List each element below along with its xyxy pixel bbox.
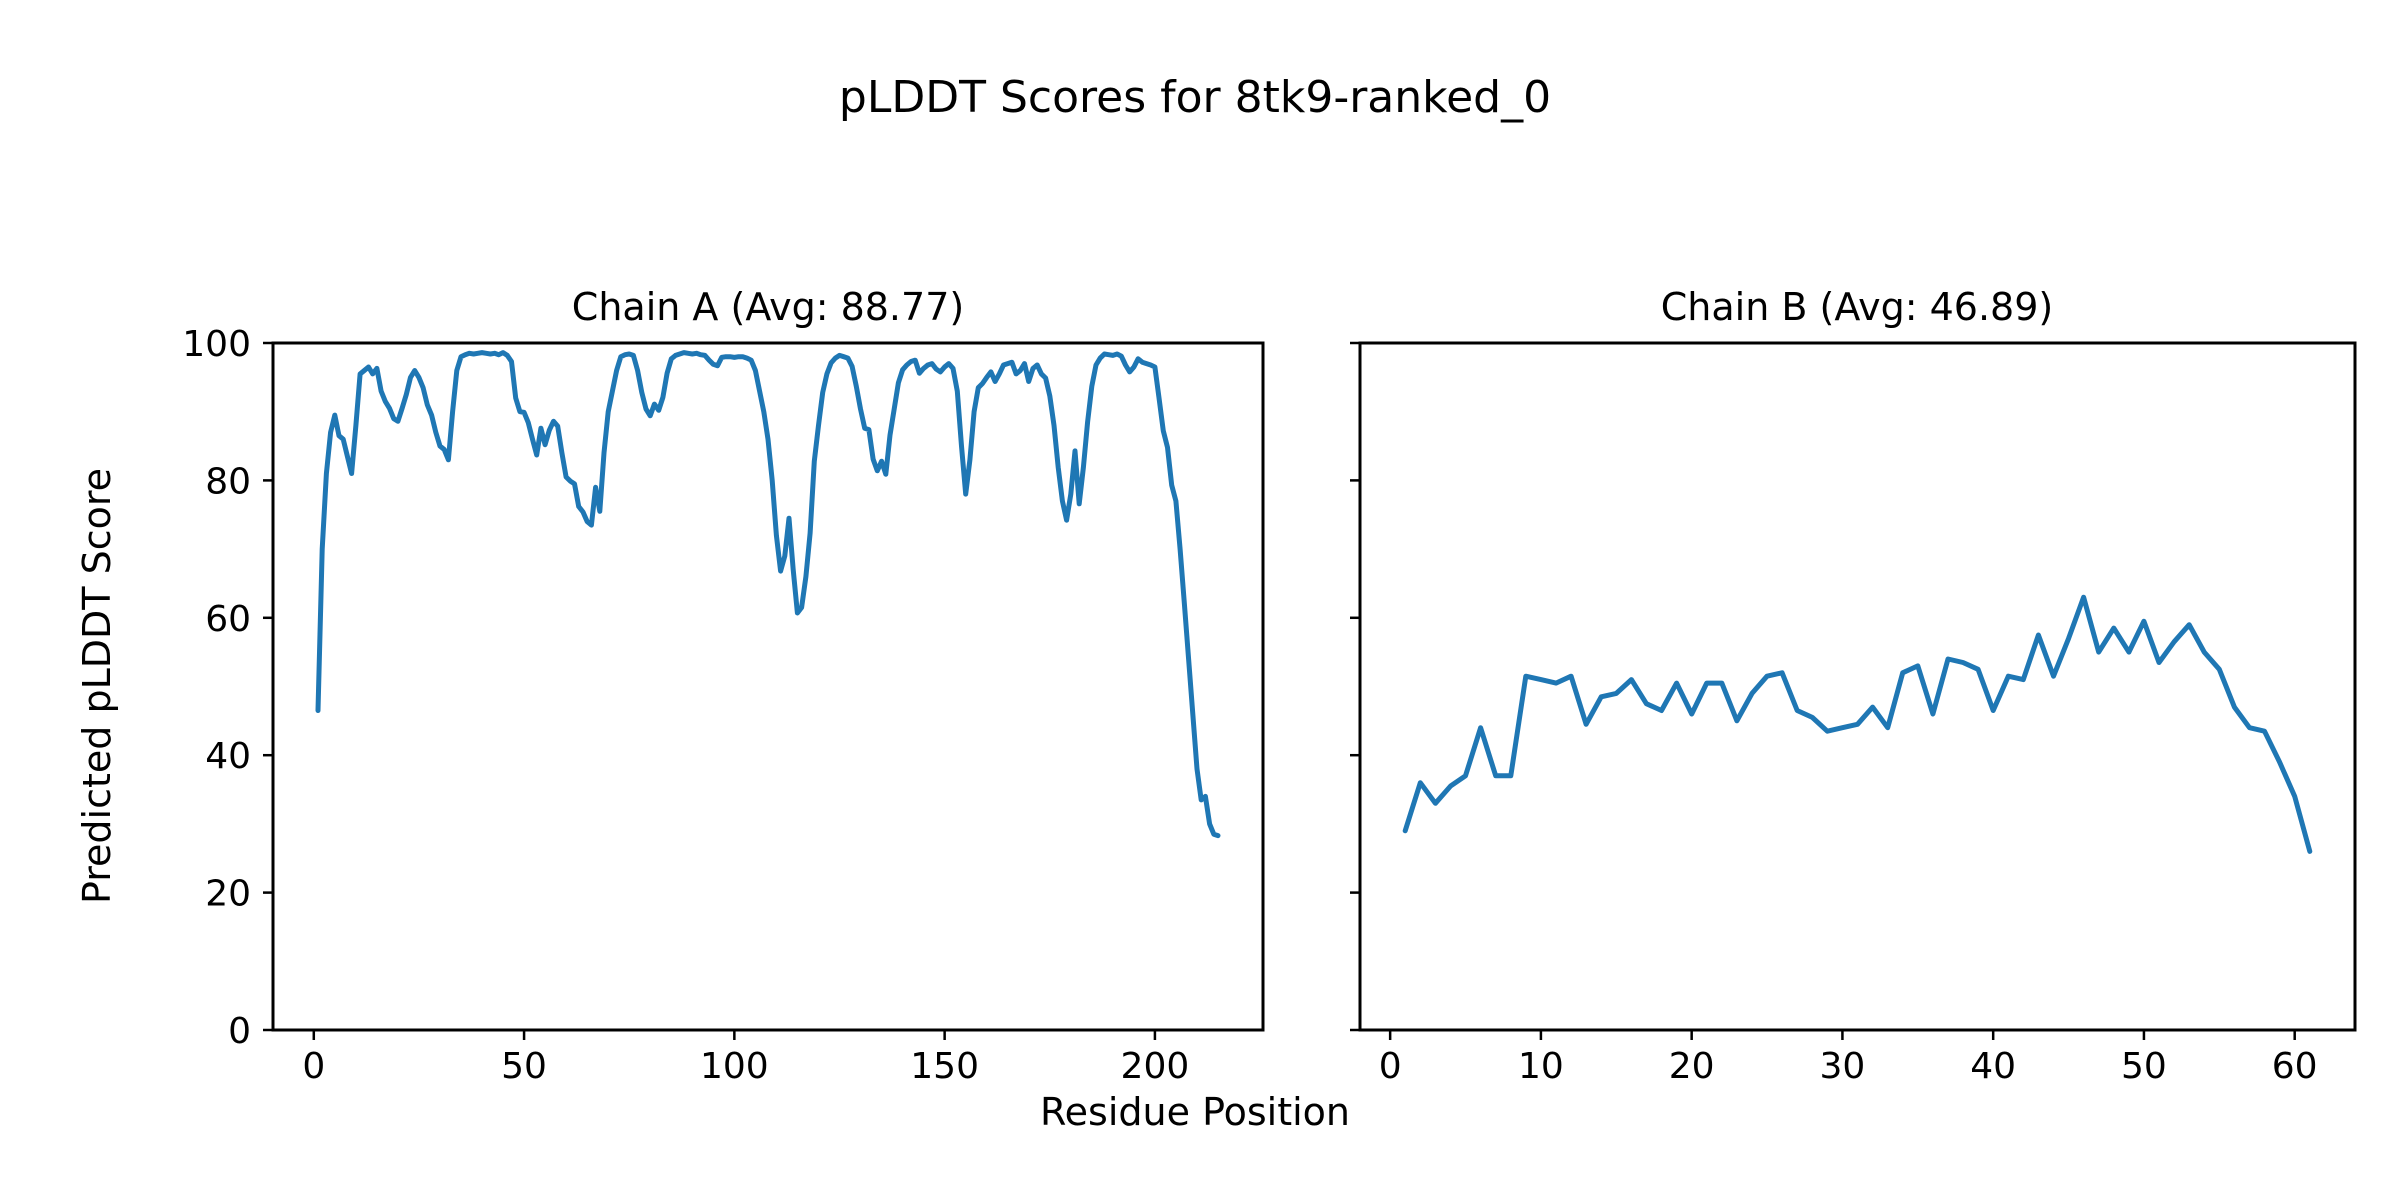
chain-b-x-tick-label: 50 bbox=[2121, 1046, 2167, 1087]
chain-a-subplot-title: Chain A (Avg: 88.77) bbox=[572, 285, 964, 329]
chain-b-x-tick-label: 40 bbox=[1970, 1046, 2016, 1087]
chain-b-subplot-title: Chain B (Avg: 46.89) bbox=[1661, 285, 2053, 329]
chain-a-x-tick-label: 200 bbox=[1121, 1046, 1190, 1087]
chain-a-y-tick-label: 20 bbox=[205, 874, 251, 915]
chain-b-axes-box bbox=[1358, 341, 2357, 1032]
chain-b-x-tick-label: 30 bbox=[1820, 1046, 1866, 1087]
chain-a-y-tick-label: 60 bbox=[205, 599, 251, 640]
chain-a-y-tick-label: 0 bbox=[228, 1011, 251, 1052]
chain-a-y-tick-label: 100 bbox=[182, 324, 251, 365]
chain-b-x-tick-label: 10 bbox=[1518, 1046, 1564, 1087]
chain-b-x-tick-label: 20 bbox=[1669, 1046, 1715, 1087]
chain-a-y-tick-label: 80 bbox=[205, 461, 251, 502]
chain-a-plddt-line bbox=[315, 350, 1221, 839]
y-axis-label: Predicted pLDDT Score bbox=[75, 468, 119, 904]
chain-a-x-tick-label: 100 bbox=[700, 1046, 769, 1087]
axes-layer: 0 50 100 150 200 0 20 40 60 80 100 0 10 20 30 40 50 60 bbox=[182, 324, 2357, 1087]
chain-b-plddt-line bbox=[1402, 594, 2313, 854]
x-axis-label: Residue Position bbox=[1040, 1090, 1350, 1134]
chain-b-x-tick-label: 60 bbox=[2272, 1046, 2318, 1087]
chain-a-x-tick-label: 50 bbox=[501, 1046, 547, 1087]
chain-a-x-tick-label: 0 bbox=[302, 1046, 325, 1087]
chain-a-axes-box bbox=[271, 341, 1265, 1032]
figure-title: pLDDT Scores for 8tk9-ranked_0 bbox=[839, 72, 1551, 123]
chain-a-x-tick-label: 150 bbox=[910, 1046, 979, 1087]
chain-a-y-tick-label: 40 bbox=[205, 736, 251, 777]
chain-b-x-tick-label: 0 bbox=[1379, 1046, 1402, 1087]
